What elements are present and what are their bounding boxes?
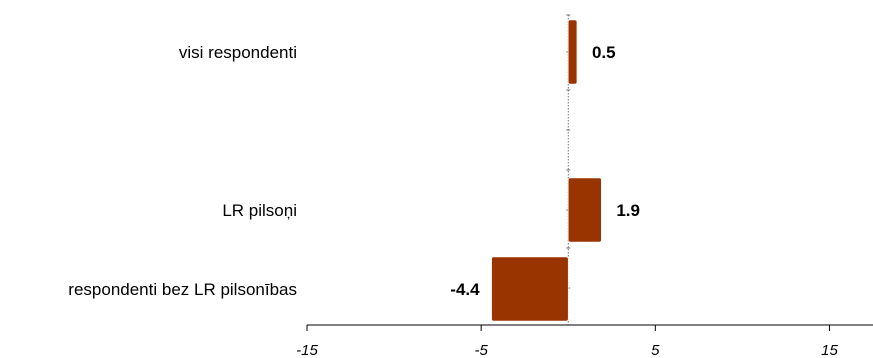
- category-label-2: respondenti bez LR pilsonības: [68, 280, 297, 299]
- x-tick-label-2: 5: [651, 342, 660, 358]
- data-label-0: 0.5: [592, 43, 616, 62]
- bar-0: [567, 19, 578, 85]
- x-tick-label-0: -15: [296, 342, 318, 358]
- data-label-2: -4.4: [450, 280, 480, 299]
- category-label-0: visi respondenti: [179, 43, 297, 62]
- labels: -15 -5 5 15 visi respondenti 0.5 LR pilsoņi 1.9…: [68, 43, 838, 358]
- bar-1: [567, 177, 602, 243]
- x-tick-label-1: -5: [474, 342, 488, 358]
- bars: [491, 19, 602, 322]
- data-label-1: 1.9: [616, 201, 640, 220]
- x-tick-label-3: 15: [821, 342, 838, 358]
- category-label-1: LR pilsoņi: [222, 201, 297, 220]
- bar-2: [491, 256, 569, 322]
- axis-ticks: [306, 14, 873, 331]
